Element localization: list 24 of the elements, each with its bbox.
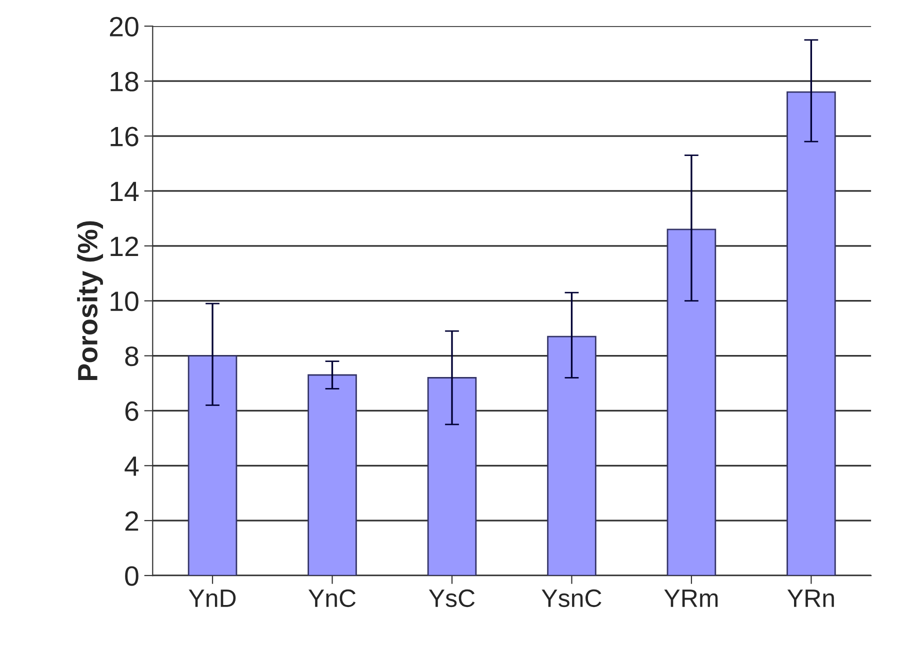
x-tick-label: YnD [188,590,236,607]
y-tick-label: 20 [110,16,138,36]
bar [308,374,357,576]
y-tick-label: 14 [110,182,139,202]
y-axis-title: Porosity (%) [77,221,104,380]
y-tick-label: 12 [110,236,138,256]
bar [427,377,477,576]
bar [188,355,238,576]
y-tick-label: 2 [125,511,138,531]
bar [786,91,836,576]
x-tick-label: YRm [664,590,718,607]
x-tick-label: YsC [428,589,475,608]
y-tick-label: 16 [110,126,138,146]
y-tick-label: 4 [124,456,139,476]
bar [666,228,716,576]
x-tick-label: YRn [787,590,834,607]
y-tick-label: 18 [110,72,138,92]
y-tick-label: 10 [110,292,138,312]
y-tick-label: 0 [125,566,138,586]
bar [547,336,596,576]
y-tick-label: 8 [125,346,138,366]
x-tick-label: YnC [308,589,356,608]
y-tick-label: 6 [125,401,138,422]
x-tick-label: YsnC [542,589,602,608]
